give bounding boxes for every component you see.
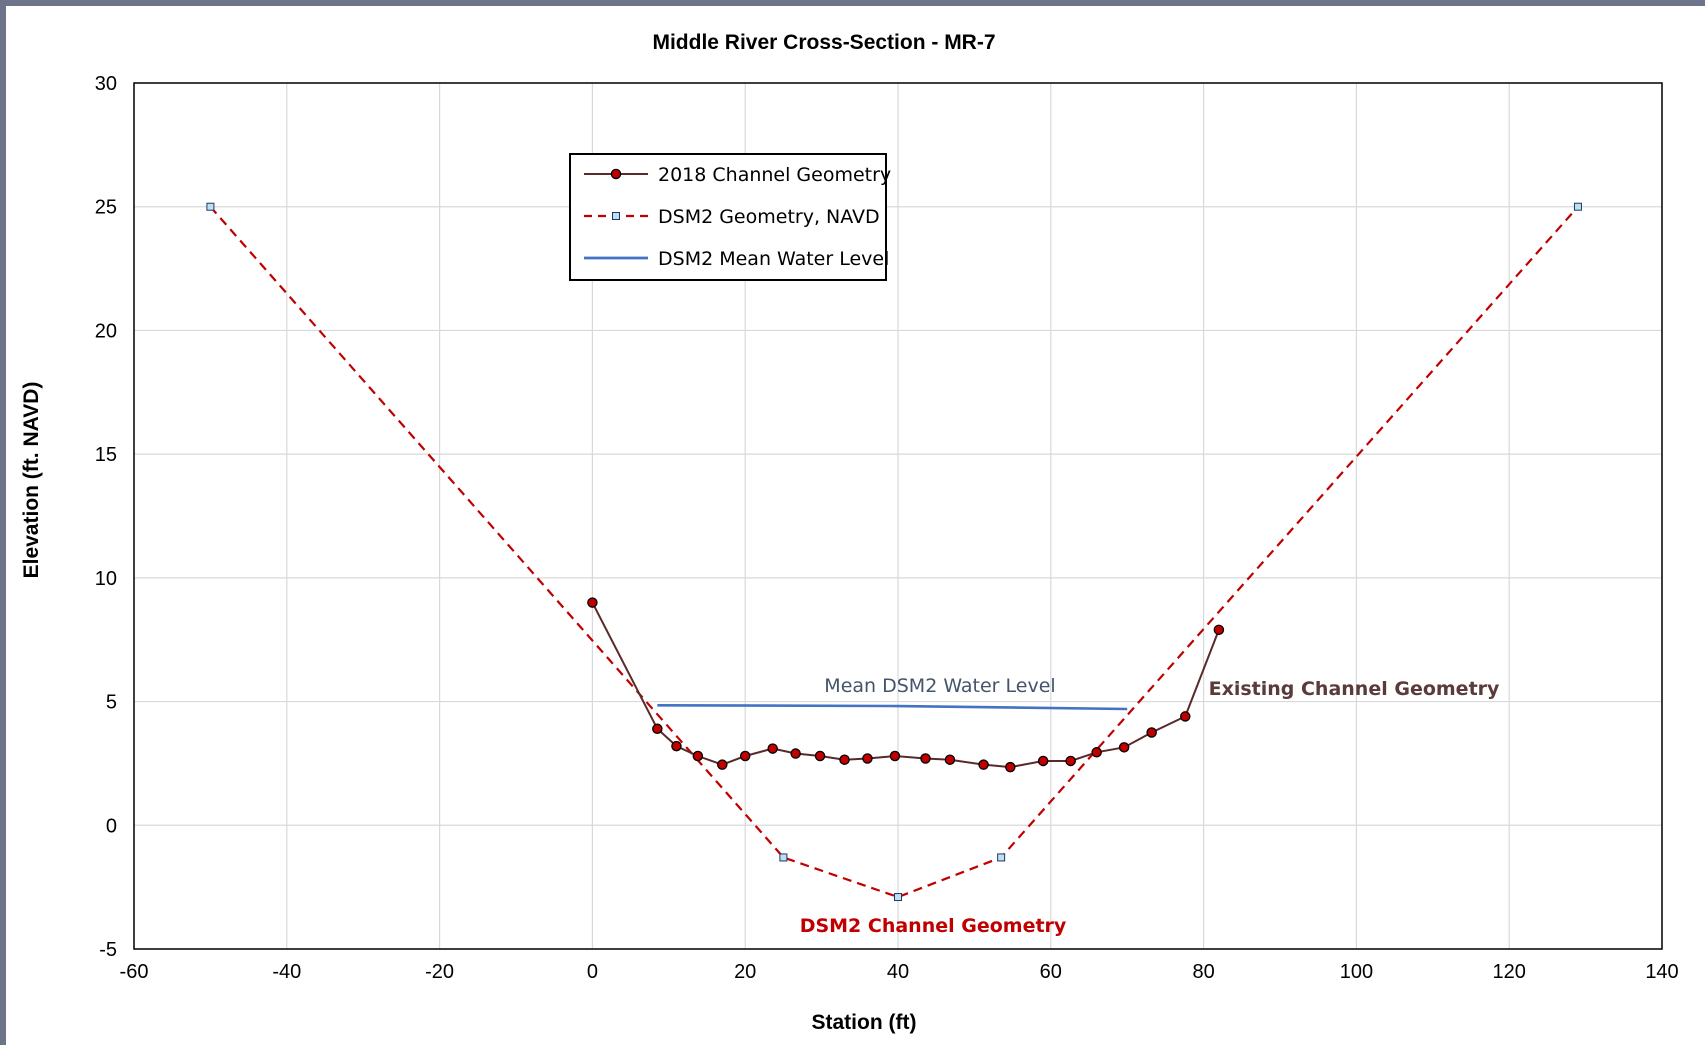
channel-geometry-point — [767, 743, 778, 754]
legend-label: 2018 Channel Geometry — [658, 164, 891, 186]
dsm2-geometry-point — [997, 853, 1006, 862]
chart-title: Middle River Cross-Section - MR-7 — [652, 31, 995, 54]
x-tick-label: 40 — [887, 961, 909, 983]
channel-geometry-point — [944, 754, 956, 765]
series-layer — [206, 202, 1582, 902]
dsm2-geometry-point — [894, 893, 902, 902]
y-tick-label: 10 — [95, 568, 117, 590]
dsm2-geometry-point — [1573, 202, 1582, 211]
channel-geometry-point — [692, 750, 704, 762]
legend-item-0: 2018 Channel Geometry — [584, 164, 891, 186]
dsm2-geometry-point — [206, 202, 215, 211]
series-2 — [657, 703, 1128, 711]
series-0 — [587, 597, 1225, 773]
channel-geometry-point — [652, 723, 663, 735]
channel-geometry-point — [717, 759, 728, 770]
legend-label: DSM2 Mean Water Level — [658, 248, 889, 270]
legend-item-1: DSM2 Geometry, NAVD — [584, 206, 880, 228]
y-tick-label: -5 — [99, 939, 117, 961]
channel-geometry-point — [1118, 742, 1130, 753]
x-tick-label: 120 — [1493, 961, 1526, 983]
x-tick-label: 100 — [1340, 961, 1373, 983]
channel-geometry-point — [920, 753, 931, 764]
channel-geometry-point — [1091, 747, 1102, 758]
annotation-dsm2-channel: DSM2 Channel Geometry — [800, 915, 1067, 937]
x-tick-labels: -60 -40 -20 0 20 40 60 80 100 120 140 — [120, 961, 1679, 983]
y-tick-label: 0 — [106, 815, 117, 837]
legend-swatch-marker — [612, 212, 620, 220]
x-tick-label: 60 — [1040, 961, 1062, 983]
x-tick-label: 20 — [734, 961, 756, 983]
y-axis-title: Elevation (ft. NAVD) — [20, 382, 43, 579]
channel-geometry-point — [671, 740, 682, 752]
legend-item-2: DSM2 Mean Water Level — [584, 248, 889, 270]
x-axis-title: Station (ft) — [812, 1011, 917, 1034]
channel-geometry-point — [587, 597, 598, 608]
annotation-existing-channel: Existing Channel Geometry — [1209, 678, 1500, 700]
cross-section-chart: Middle River Cross-Section - MR-7 -60 -40… — [20, 31, 1679, 1034]
channel-geometry-point — [1037, 755, 1049, 767]
y-tick-label: 20 — [95, 320, 117, 342]
series-line-dsm2-geometry — [209, 205, 1579, 899]
y-tick-label: 30 — [95, 73, 117, 95]
dsm2-geometry-point — [779, 853, 788, 862]
channel-geometry-point — [889, 750, 901, 762]
y-tick-label: 5 — [106, 692, 117, 714]
legend-swatch-marker — [610, 168, 622, 180]
channel-geometry-point — [1180, 711, 1191, 722]
channel-geometry-point — [1005, 761, 1016, 773]
x-tick-label: 140 — [1645, 961, 1678, 983]
x-tick-label: 80 — [1192, 961, 1214, 983]
x-tick-label: 0 — [587, 961, 598, 983]
channel-geometry-point — [739, 750, 751, 762]
y-tick-label: 25 — [95, 197, 117, 219]
y-tick-labels: -5 0 5 10 15 20 25 30 — [95, 73, 117, 961]
x-tick-label: -60 — [120, 961, 149, 983]
grid-lines — [133, 82, 1663, 950]
channel-geometry-point — [814, 750, 826, 762]
channel-geometry-point — [1213, 624, 1225, 636]
x-tick-label: -40 — [272, 961, 301, 983]
chart-frame: Middle River Cross-Section - MR-7 -60 -40… — [6, 6, 1705, 1045]
channel-geometry-point — [1146, 727, 1157, 738]
legend: 2018 Channel Geometry DSM2 Geometry, NAVD… — [569, 153, 891, 281]
channel-geometry-point — [790, 748, 801, 759]
series-1 — [206, 202, 1582, 902]
y-tick-label: 15 — [95, 444, 117, 466]
series-line-mean-water-level — [657, 703, 1128, 711]
channel-geometry-point — [862, 753, 873, 764]
channel-geometry-point — [978, 759, 989, 770]
legend-label: DSM2 Geometry, NAVD — [658, 206, 880, 228]
x-tick-label: -20 — [425, 961, 454, 983]
annotation-mean-water-level: Mean DSM2 Water Level — [824, 675, 1055, 697]
channel-geometry-point — [1065, 755, 1076, 767]
channel-geometry-point — [839, 754, 850, 765]
plot-area — [133, 82, 1663, 950]
